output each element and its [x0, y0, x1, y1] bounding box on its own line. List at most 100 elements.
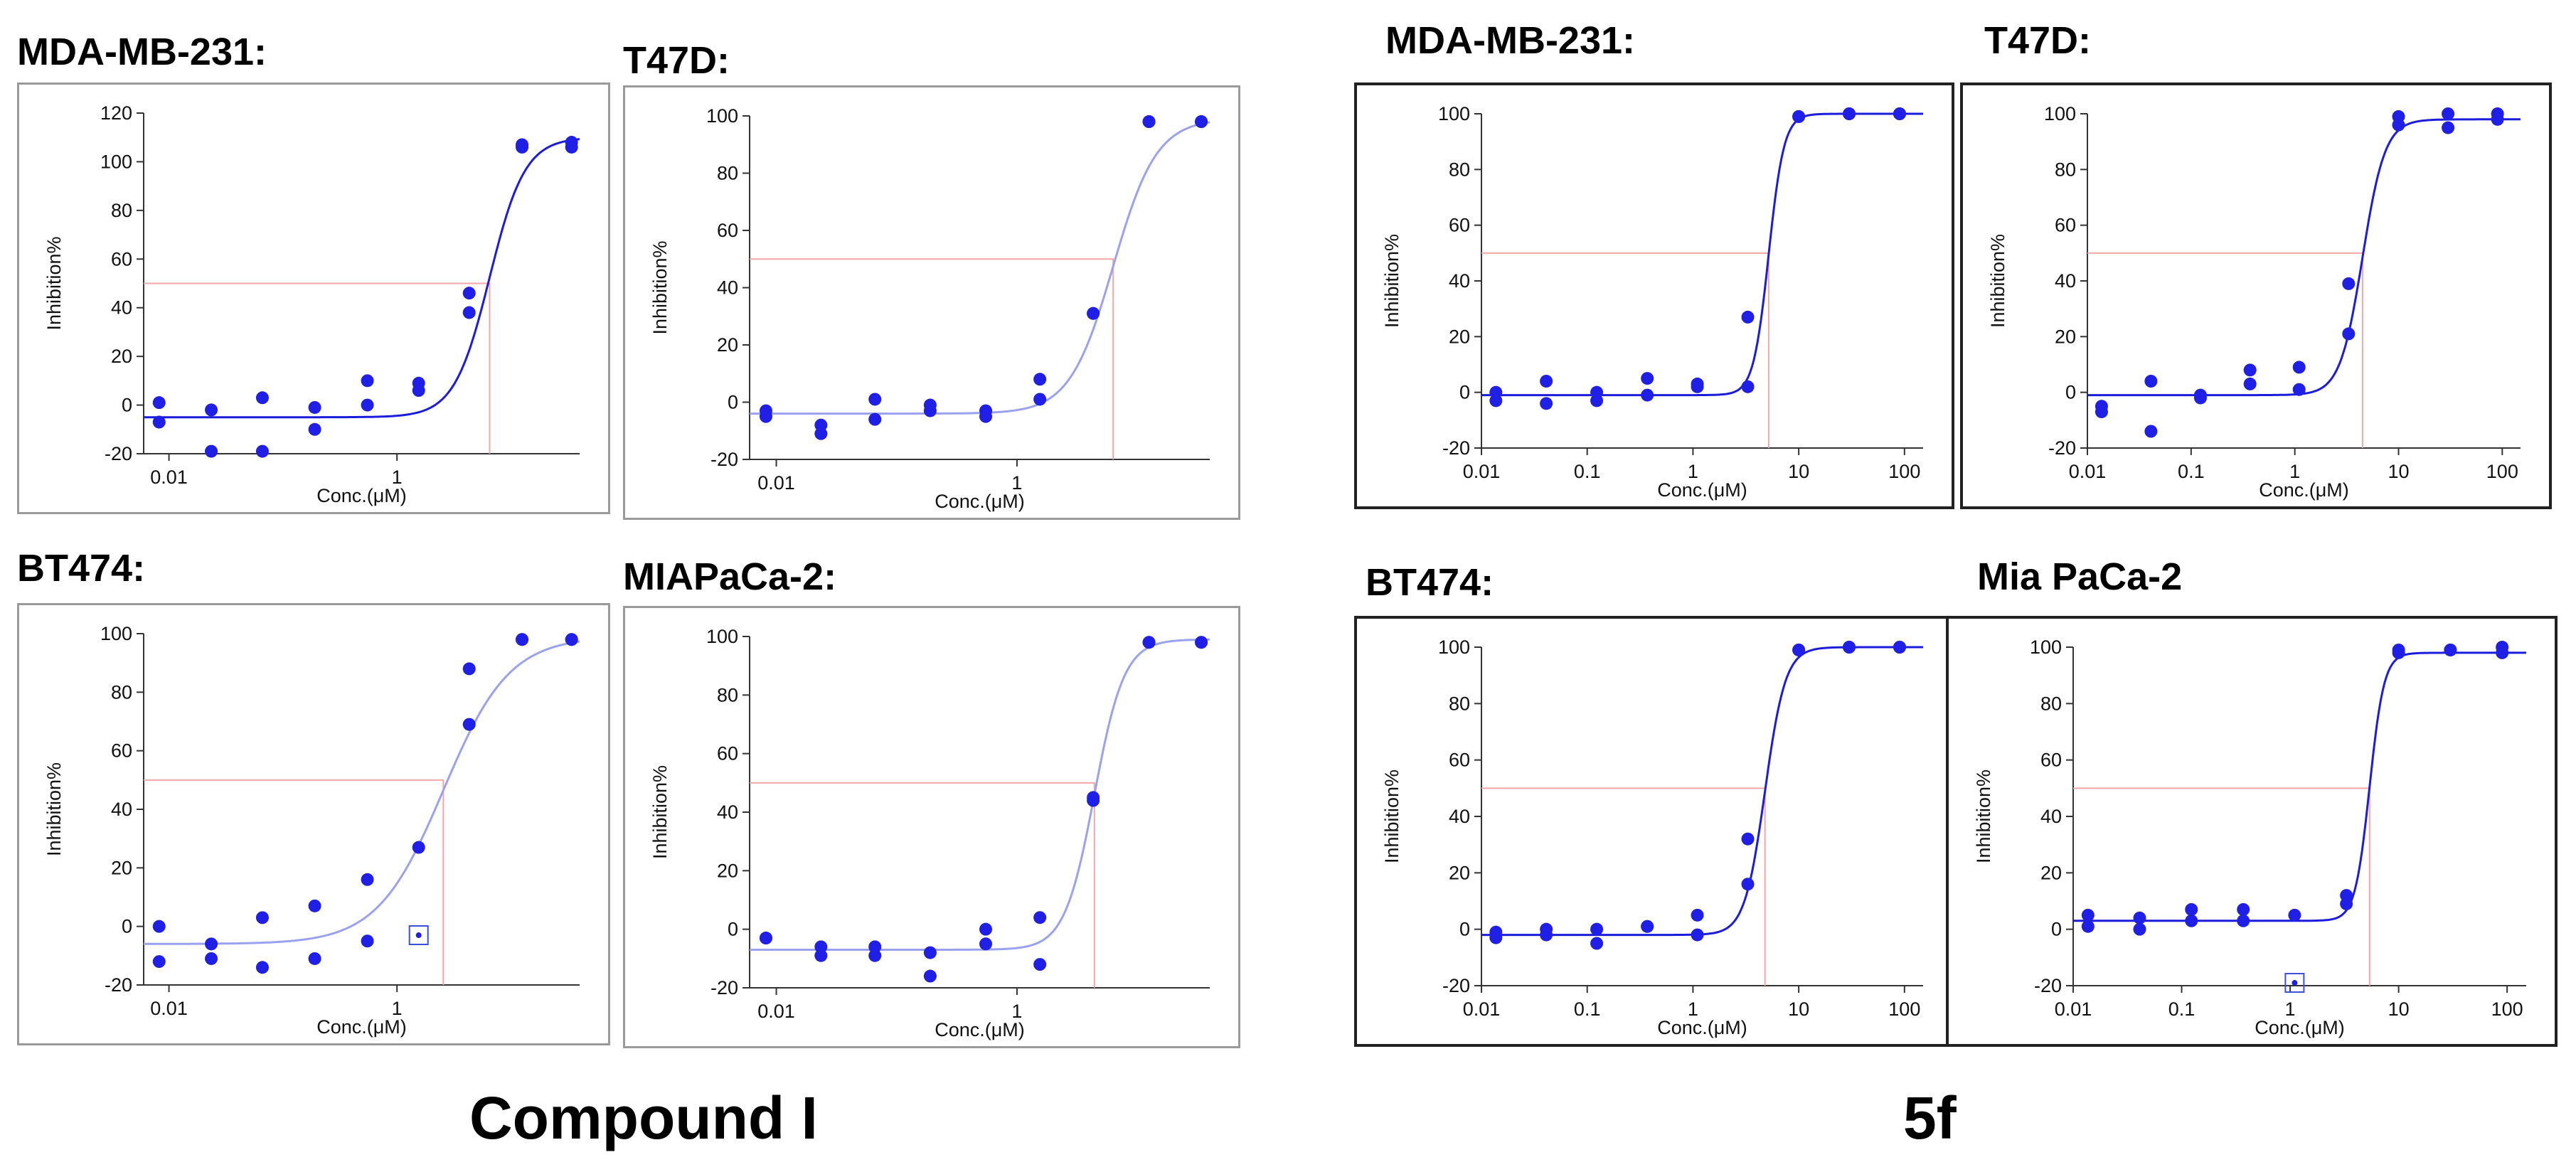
ic50-reference-line: [144, 779, 445, 985]
y-tick-label: 100: [100, 151, 132, 172]
data-point: [2237, 902, 2250, 916]
data-point: [1142, 636, 1156, 649]
data-point: [462, 718, 476, 731]
x-tick-label: 100: [1888, 461, 1920, 482]
chart-svg: -20 0 20 40 60 80 100 0.01 0.1 1 10 100 Conc.(μM) Inh…: [1973, 636, 2526, 1038]
outlier-point: [2292, 980, 2298, 986]
y-tick-label: 0: [1459, 919, 1470, 940]
y-tick-label: 20: [717, 860, 738, 881]
data-point: [1033, 911, 1047, 925]
data-point: [1641, 920, 1654, 933]
y-axis-label: Inhibition%: [1381, 769, 1403, 863]
axes-line: [2087, 114, 2521, 449]
data-point: [2133, 911, 2146, 925]
x-tick-label: 0.01: [2069, 461, 2107, 482]
x-tick-label: 0.1: [1574, 998, 1601, 1020]
y-tick-label: 100: [2030, 636, 2062, 658]
plot-t47d-compound-i: -20 0 20 40 60 80 100 0.01 1 Conc.(μM) Inhibition%: [623, 85, 1240, 520]
data-point: [308, 422, 321, 436]
data-point: [2144, 375, 2158, 388]
panel-title-bt474-5f: BT474:: [1366, 561, 1494, 604]
y-tick-label: 20: [1449, 862, 1470, 883]
data-point: [2193, 391, 2207, 405]
data-point: [2243, 377, 2257, 390]
ic50-reference-line: [1481, 252, 1769, 448]
x-tick-label: 0.01: [150, 467, 188, 488]
x-tick-label: 10: [1788, 998, 1809, 1020]
data-point: [462, 662, 476, 676]
fit-curve: [2073, 651, 2526, 922]
data-point: [868, 412, 882, 426]
y-tick-label: 20: [111, 857, 132, 878]
y-axis-label: Inhibition%: [43, 236, 65, 330]
y-tick-label: -20: [105, 443, 132, 464]
plot-bt474-compound-i: -20 0 20 40 60 80 100 0.01 1 Conc.(μM) Inhibition%: [17, 603, 610, 1045]
data-point: [1741, 878, 1755, 891]
data-point: [152, 396, 166, 410]
data-point: [1691, 380, 1704, 393]
y-tick-label: 100: [2044, 103, 2076, 124]
data-point: [255, 961, 269, 974]
y-tick-label: 40: [111, 799, 132, 820]
data-point: [2185, 914, 2198, 927]
data-point: [1087, 307, 1100, 320]
data-point: [1540, 928, 1553, 942]
data-point: [2095, 405, 2108, 419]
data-point: [2392, 118, 2405, 132]
data-point: [2133, 922, 2146, 936]
data-point: [152, 955, 166, 969]
data-point: [462, 287, 476, 300]
x-tick-label: 10: [2388, 461, 2409, 482]
data-point: [2442, 121, 2455, 134]
plot-mia-paca-2-5f: -20 0 20 40 60 80 100 0.01 0.1 1 10 100 Conc.(μM) Inh…: [1946, 616, 2558, 1047]
data-point: [255, 391, 269, 405]
fit-curve: [144, 138, 580, 419]
data-point: [979, 937, 993, 951]
data-point: [1691, 928, 1704, 942]
y-axis-label: Inhibition%: [1973, 769, 1994, 863]
y-tick-label: 60: [717, 220, 738, 241]
data-point: [2342, 327, 2356, 341]
y-axis-label: Inhibition%: [649, 765, 671, 859]
y-tick-label: -20: [1442, 437, 1470, 459]
data-point: [2288, 908, 2301, 922]
outlier-box: [408, 925, 429, 946]
data-point: [255, 444, 269, 458]
data-point: [923, 404, 937, 417]
y-tick-label: -20: [1442, 975, 1470, 996]
y-tick-label: 20: [111, 346, 132, 367]
data-point: [565, 140, 578, 154]
x-axis-label: Conc.(μM): [1657, 479, 1747, 501]
data-point: [814, 949, 828, 962]
data-point: [361, 398, 374, 412]
y-tick-label: -20: [105, 974, 132, 996]
data-point: [814, 940, 828, 954]
data-point: [2491, 112, 2504, 126]
data-point: [1792, 110, 1806, 123]
y-tick-label: 0: [1459, 382, 1470, 403]
y-tick-label: 100: [100, 623, 132, 644]
x-tick-label: 0.01: [150, 998, 188, 1019]
fit-curve: [1481, 646, 1923, 937]
y-tick-label: 100: [706, 626, 738, 647]
y-tick-label: 80: [1449, 159, 1470, 180]
data-point: [152, 415, 166, 429]
data-point: [2081, 920, 2095, 933]
data-point: [205, 937, 218, 951]
data-point: [1033, 958, 1047, 971]
data-point: [1195, 636, 1208, 649]
data-point: [152, 920, 166, 933]
x-tick-label: 0.1: [2168, 998, 2196, 1020]
chart-svg: -20 0 20 40 60 80 100 0.01 0.1 1 10 100 Conc.(μM) Inh…: [1381, 103, 1923, 501]
data-point: [2237, 914, 2250, 927]
ic50-reference-line: [750, 782, 1095, 988]
data-point: [1590, 922, 1604, 936]
data-point: [205, 444, 218, 458]
x-axis-label: Conc.(μM): [316, 485, 407, 506]
data-point: [516, 633, 529, 646]
y-tick-label: -20: [710, 977, 738, 998]
data-point: [979, 410, 993, 423]
data-point: [1195, 115, 1208, 129]
